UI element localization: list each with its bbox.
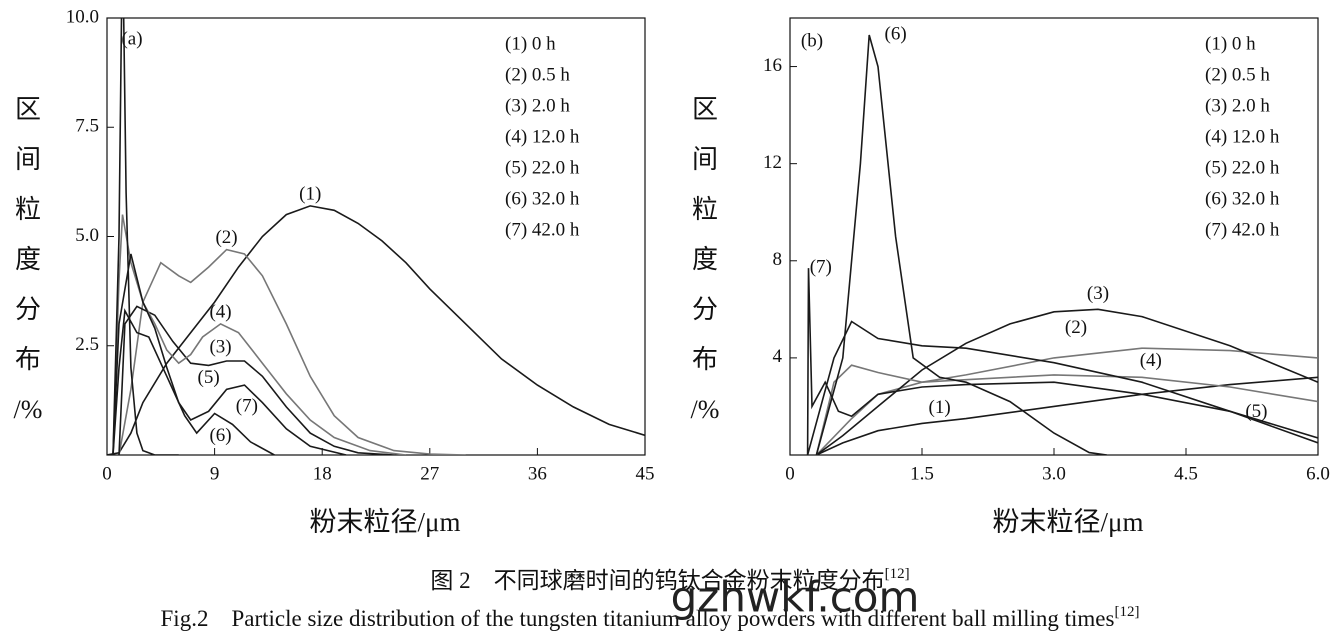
curve-label: (7) bbox=[810, 256, 832, 277]
legend-entry: (5) 22.0 h bbox=[505, 157, 580, 178]
y-tick-label: 12 bbox=[763, 152, 782, 173]
series-line bbox=[118, 248, 466, 455]
x-tick-label: 0 bbox=[785, 463, 795, 484]
series-line bbox=[806, 320, 1318, 455]
curve-label: (5) bbox=[1245, 401, 1267, 422]
y-tick-label: 7.5 bbox=[75, 116, 99, 137]
x-tick-label: 3.0 bbox=[1042, 463, 1066, 484]
caption-en-ref: [12] bbox=[1114, 604, 1139, 620]
legend-entry: (7) 42.0 h bbox=[505, 219, 580, 240]
curve-label: (3) bbox=[1087, 283, 1109, 304]
y-axis-label: 布 bbox=[15, 345, 41, 374]
curve-label: (1) bbox=[929, 397, 951, 418]
series-line bbox=[112, 18, 179, 455]
caption-cn-ref: [12] bbox=[885, 566, 910, 582]
panel-label: (a) bbox=[121, 28, 142, 49]
legend-entry: (3) 2.0 h bbox=[505, 95, 570, 116]
y-axis-label: 分 bbox=[15, 295, 41, 324]
x-tick-label: 18 bbox=[313, 463, 332, 484]
legend-entry: (2) 0.5 h bbox=[1205, 64, 1270, 85]
legend-entry: (4) 12.0 h bbox=[1205, 126, 1280, 147]
series-line bbox=[815, 364, 1318, 455]
x-tick-label: 6.0 bbox=[1306, 463, 1330, 484]
y-axis-label: 间 bbox=[15, 145, 41, 174]
y-tick-label: 5.0 bbox=[75, 225, 99, 246]
x-tick-label: 4.5 bbox=[1174, 463, 1198, 484]
y-axis-label: 分 bbox=[692, 295, 718, 324]
caption-cn: 图 2 不同球磨时间的钨钛合金粉末粒度分布[12] bbox=[430, 566, 909, 593]
legend-entry: (1) 0 h bbox=[1205, 33, 1256, 54]
y-axis-label: 度 bbox=[15, 245, 41, 274]
legend-entry: (6) 32.0 h bbox=[1205, 188, 1280, 209]
curve-label: (2) bbox=[215, 227, 237, 248]
y-axis-label: 间 bbox=[692, 145, 718, 174]
curve-label: (5) bbox=[198, 367, 220, 388]
y-axis-label: /% bbox=[691, 395, 720, 424]
y-tick-label: 10.0 bbox=[66, 6, 99, 27]
curve-label: (1) bbox=[299, 183, 321, 204]
x-tick-label: 45 bbox=[636, 463, 655, 484]
x-tick-label: 36 bbox=[528, 463, 547, 484]
y-tick-label: 8 bbox=[773, 249, 783, 270]
series-line bbox=[118, 305, 394, 455]
x-tick-label: 0 bbox=[102, 463, 112, 484]
legend-entry: (6) 32.0 h bbox=[505, 188, 580, 209]
curve-label: (6) bbox=[885, 23, 907, 44]
caption-en: Fig.2 Particle size distribution of the … bbox=[161, 604, 1140, 631]
legend-entry: (5) 22.0 h bbox=[1205, 157, 1280, 178]
series-line bbox=[815, 34, 1107, 455]
y-axis-label: 粒 bbox=[15, 195, 41, 224]
y-tick-label: 2.5 bbox=[75, 334, 99, 355]
curve-label: (3) bbox=[209, 336, 231, 357]
legend-entry: (7) 42.0 h bbox=[1205, 219, 1280, 240]
curve-label: (7) bbox=[236, 395, 258, 416]
legend-entry: (2) 0.5 h bbox=[505, 64, 570, 85]
series-line bbox=[815, 308, 1318, 455]
curve-label: (6) bbox=[209, 425, 231, 446]
y-axis-label: /% bbox=[14, 395, 43, 424]
series-group bbox=[806, 34, 1318, 455]
y-axis-label: 区 bbox=[15, 95, 41, 124]
x-axis-label: 粉末粒径/μm bbox=[993, 507, 1144, 537]
y-axis-label: 粒 bbox=[692, 195, 718, 224]
curve-label: (4) bbox=[209, 301, 231, 322]
x-axis-label: 粉末粒径/μm bbox=[310, 507, 461, 537]
legend-entry: (1) 0 h bbox=[505, 33, 556, 54]
y-axis-label: 度 bbox=[692, 245, 718, 274]
y-tick-label: 16 bbox=[763, 55, 782, 76]
caption-cn-text: 图 2 不同球磨时间的钨钛合金粉末粒度分布 bbox=[430, 568, 884, 593]
y-axis-label: 区 bbox=[692, 95, 718, 124]
series-line bbox=[806, 268, 1318, 455]
panel-label: (b) bbox=[801, 30, 823, 51]
series-line bbox=[112, 308, 275, 455]
curve-label: (2) bbox=[1065, 317, 1087, 338]
watermark: gzhwkf.com bbox=[671, 573, 920, 622]
y-tick-label: 4 bbox=[773, 346, 783, 367]
x-tick-label: 27 bbox=[420, 463, 439, 484]
x-tick-label: 9 bbox=[210, 463, 220, 484]
curve-label: (4) bbox=[1140, 350, 1162, 371]
legend-entry: (3) 2.0 h bbox=[1205, 95, 1270, 116]
y-axis-label: 布 bbox=[692, 345, 718, 374]
series-line bbox=[816, 376, 1318, 455]
series-group bbox=[107, 18, 645, 455]
series-line bbox=[815, 347, 1318, 455]
series-line bbox=[107, 205, 645, 455]
series-line bbox=[112, 253, 347, 455]
x-tick-label: 1.5 bbox=[910, 463, 934, 484]
caption-en-text: Fig.2 Particle size distribution of the … bbox=[161, 606, 1115, 631]
series-line bbox=[112, 214, 406, 455]
legend-entry: (4) 12.0 h bbox=[505, 126, 580, 147]
